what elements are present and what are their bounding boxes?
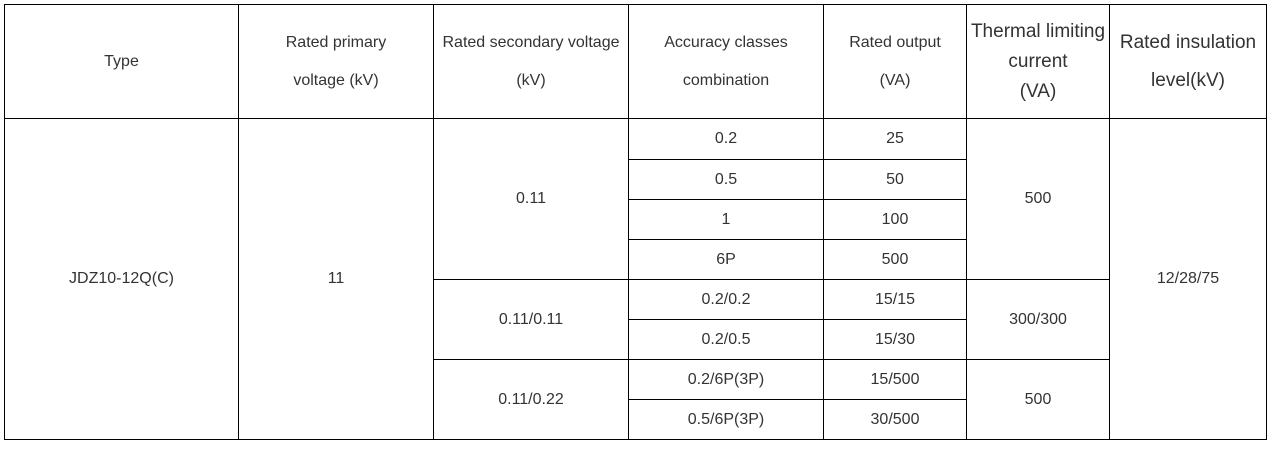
header-rated-output: Rated output (VA) — [823, 4, 967, 119]
cell-output: 15/15 — [823, 279, 967, 320]
cell-accuracy: 1 — [628, 199, 824, 240]
primary-voltage-value: 11 — [327, 270, 345, 287]
accuracy-value: 0.2 — [714, 130, 738, 147]
output-value: 50 — [886, 170, 904, 188]
table-row: 0.11/0.11 0.2/0.2 15/15 300/300 — [5, 279, 1267, 360]
cell-secondary-voltage: 0.11/0.11 — [433, 279, 629, 360]
cell-secondary-voltage: 0.11 — [433, 118, 629, 280]
header-row: Type Rated primary voltage (kV) Rated se… — [4, 4, 1267, 119]
cell-thermal: 300/300 — [966, 279, 1110, 360]
cell-accuracy: 0.5/6P(3P) — [628, 399, 824, 440]
secondary-voltage-value: 0.11/0.11 — [498, 310, 564, 328]
output-value: 500 — [881, 250, 909, 268]
header-secondary-voltage-line2: (kV) — [516, 71, 546, 89]
accuracy-value: 0.5/6P(3P) — [687, 410, 765, 428]
output-value: 100 — [881, 210, 909, 228]
output-value: 25 — [886, 130, 904, 147]
thermal-value: 500 — [1024, 390, 1052, 408]
cell-accuracy: 0.2 — [628, 118, 824, 160]
header-accuracy: Accuracy classes combination — [628, 4, 824, 119]
output-value: 15/15 — [874, 290, 916, 308]
insulation-value: 12/28/75 — [1156, 270, 1220, 287]
output-value: 30/500 — [870, 410, 920, 428]
header-primary-voltage-line2: voltage (kV) — [293, 71, 379, 89]
table-row: 0.5/6P(3P) 30/500 — [5, 399, 1267, 440]
cell-insulation: 12/28/75 — [1109, 118, 1267, 440]
cell-output: 500 — [823, 239, 967, 280]
header-primary-voltage: Rated primary voltage (kV) — [238, 4, 434, 119]
secondary-voltage-value: 0.11/0.22 — [498, 390, 564, 408]
cell-output: 15/500 — [823, 359, 967, 400]
cell-secondary-voltage: 0.11/0.22 — [433, 359, 629, 440]
accuracy-value: 0.5 — [714, 170, 738, 188]
header-insulation: Rated insulation level(kV) — [1109, 4, 1267, 119]
cell-accuracy: 6P — [628, 239, 824, 280]
type-value: JDZ10-12Q(C) — [69, 270, 174, 287]
cell-thermal: 500 — [966, 118, 1110, 280]
cell-thermal: 500 — [966, 359, 1110, 440]
cell-output: 50 — [823, 159, 967, 200]
cell-output: 25 — [823, 118, 967, 160]
accuracy-value: 6P — [716, 250, 736, 268]
header-insulation-line2: level(kV) — [1151, 69, 1225, 91]
header-thermal-line2: current — [1008, 50, 1068, 72]
header-thermal: Thermal limiting current (VA) — [966, 4, 1110, 119]
table-row: 6P 500 — [5, 239, 1267, 280]
header-primary-voltage-line1: Rated primary — [285, 33, 387, 51]
accuracy-value: 0.2/0.5 — [701, 330, 751, 348]
output-value: 15/500 — [870, 370, 920, 388]
header-rated-output-line1: Rated output — [849, 33, 941, 51]
accuracy-value: 1 — [721, 210, 731, 228]
cell-accuracy: 0.2/6P(3P) — [628, 359, 824, 400]
header-insulation-line1: Rated insulation — [1119, 31, 1257, 53]
header-type-label: Type — [104, 52, 139, 70]
cell-accuracy: 0.2/0.5 — [628, 319, 824, 360]
header-secondary-voltage: Rated secondary voltage (kV) — [433, 4, 629, 119]
accuracy-value: 0.2/6P(3P) — [687, 370, 765, 388]
cell-output: 30/500 — [823, 399, 967, 440]
header-secondary-voltage-line1: Rated secondary voltage — [442, 33, 620, 51]
thermal-value: 500 — [1024, 190, 1052, 207]
accuracy-value: 0.2/0.2 — [701, 290, 751, 308]
table-row: 0.2/0.5 15/30 — [5, 319, 1267, 360]
table-row: 0.5 50 — [5, 159, 1267, 200]
cell-primary-voltage: 11 — [238, 118, 434, 440]
header-type: Type — [4, 4, 239, 119]
header-accuracy-line2: combination — [682, 71, 770, 89]
cell-accuracy: 0.2/0.2 — [628, 279, 824, 320]
cell-output: 100 — [823, 199, 967, 240]
table-row: JDZ10-12Q(C) 11 0.11 0.2 25 500 12/28/75 — [4, 118, 1267, 440]
header-accuracy-line1: Accuracy classes — [664, 33, 788, 51]
cell-type: JDZ10-12Q(C) — [4, 118, 239, 440]
header-thermal-line3: (VA) — [1019, 80, 1057, 102]
header-rated-output-line2: (VA) — [879, 71, 911, 89]
output-value: 15/30 — [874, 330, 916, 348]
secondary-voltage-value: 0.11 — [516, 190, 546, 207]
spec-table: Type Rated primary voltage (kV) Rated se… — [4, 4, 1267, 440]
header-thermal-line1: Thermal limiting — [970, 20, 1106, 42]
cell-accuracy: 0.5 — [628, 159, 824, 200]
cell-output: 15/30 — [823, 319, 967, 360]
thermal-value: 300/300 — [1009, 310, 1067, 328]
